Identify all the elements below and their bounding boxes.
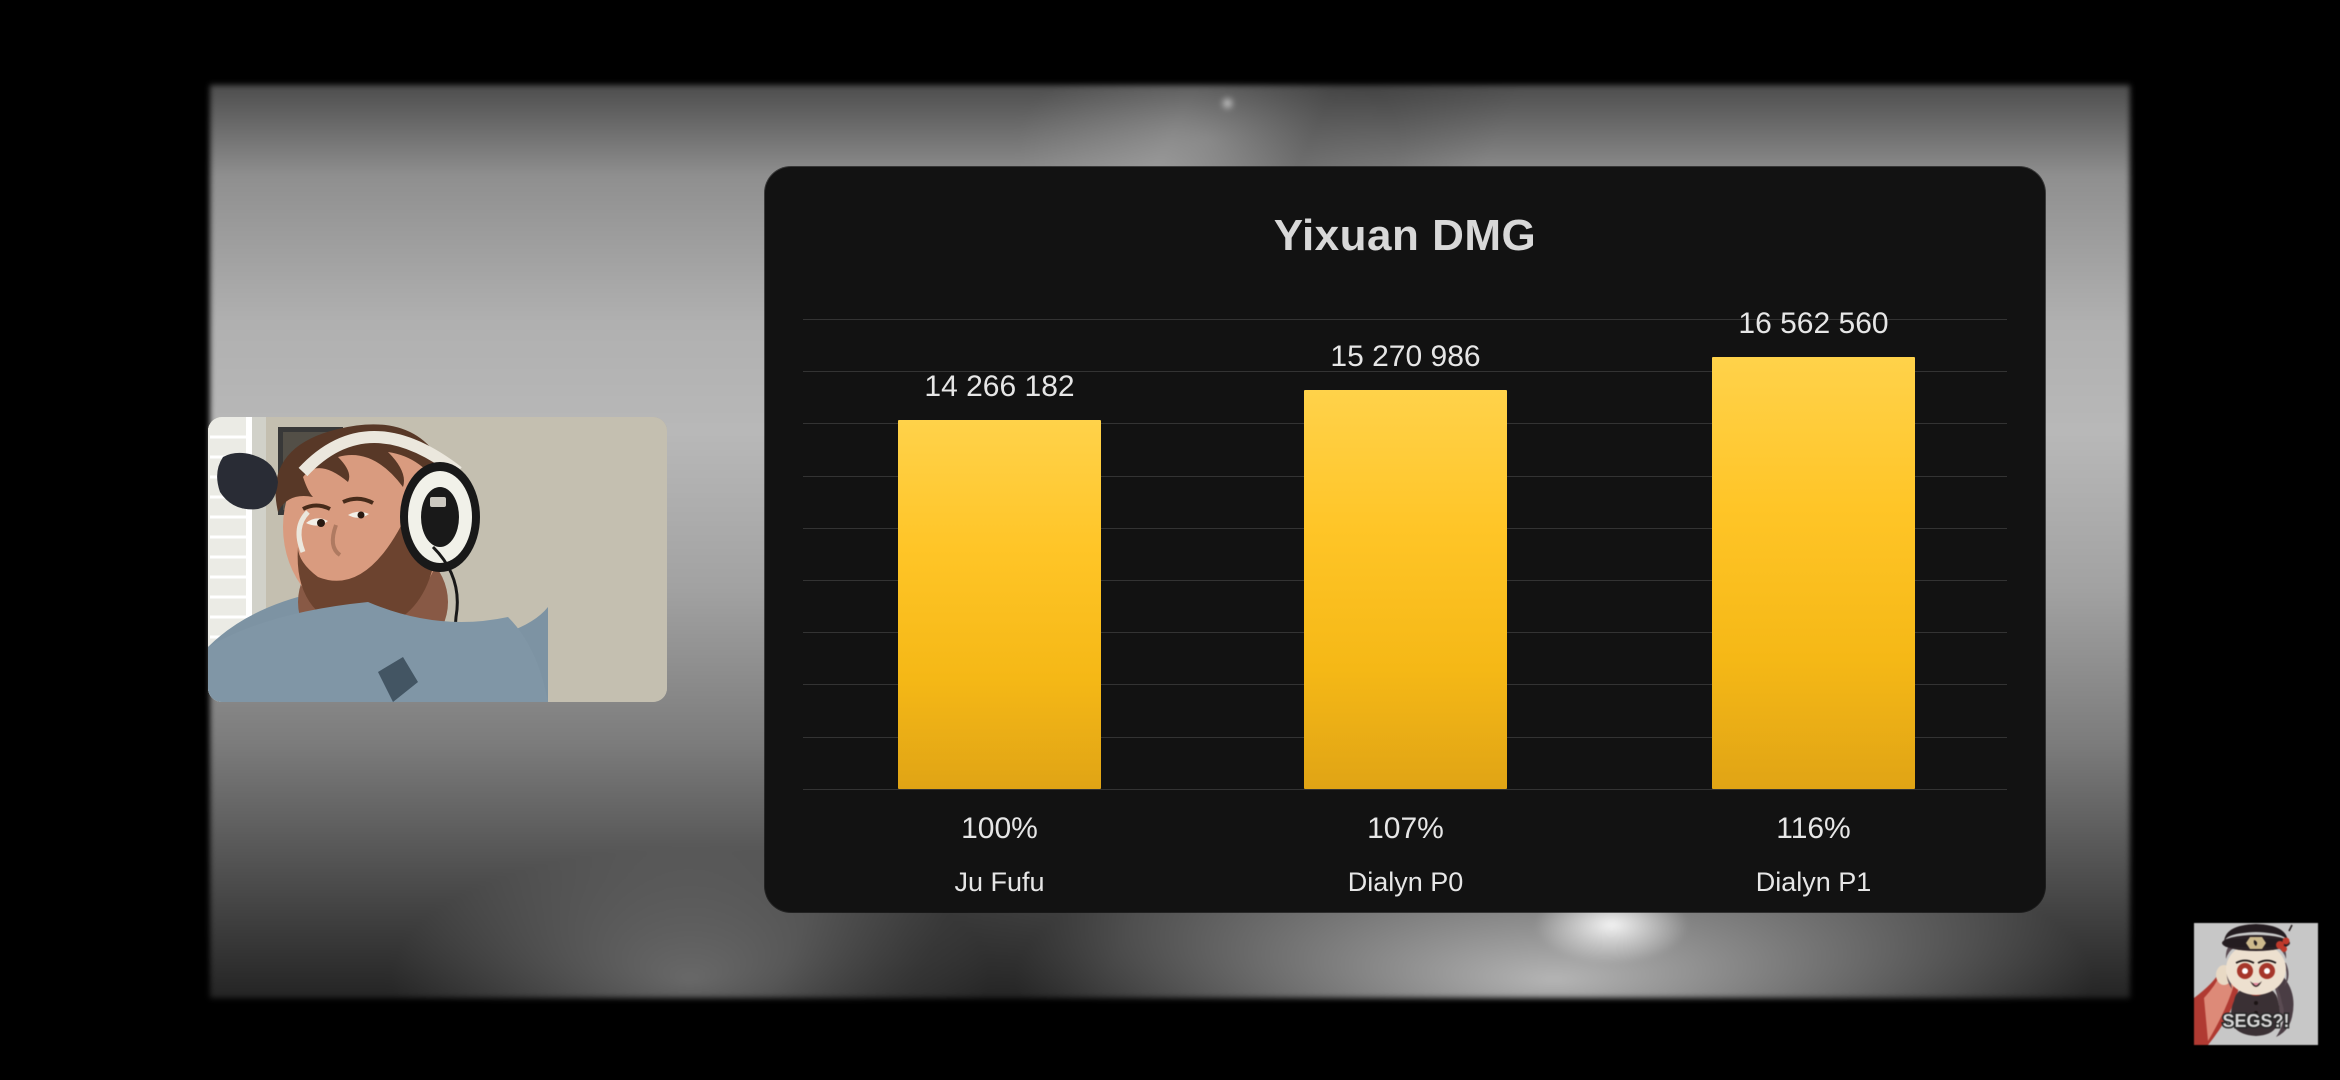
svg-text:SEGS?!: SEGS?!: [2222, 1011, 2289, 1031]
